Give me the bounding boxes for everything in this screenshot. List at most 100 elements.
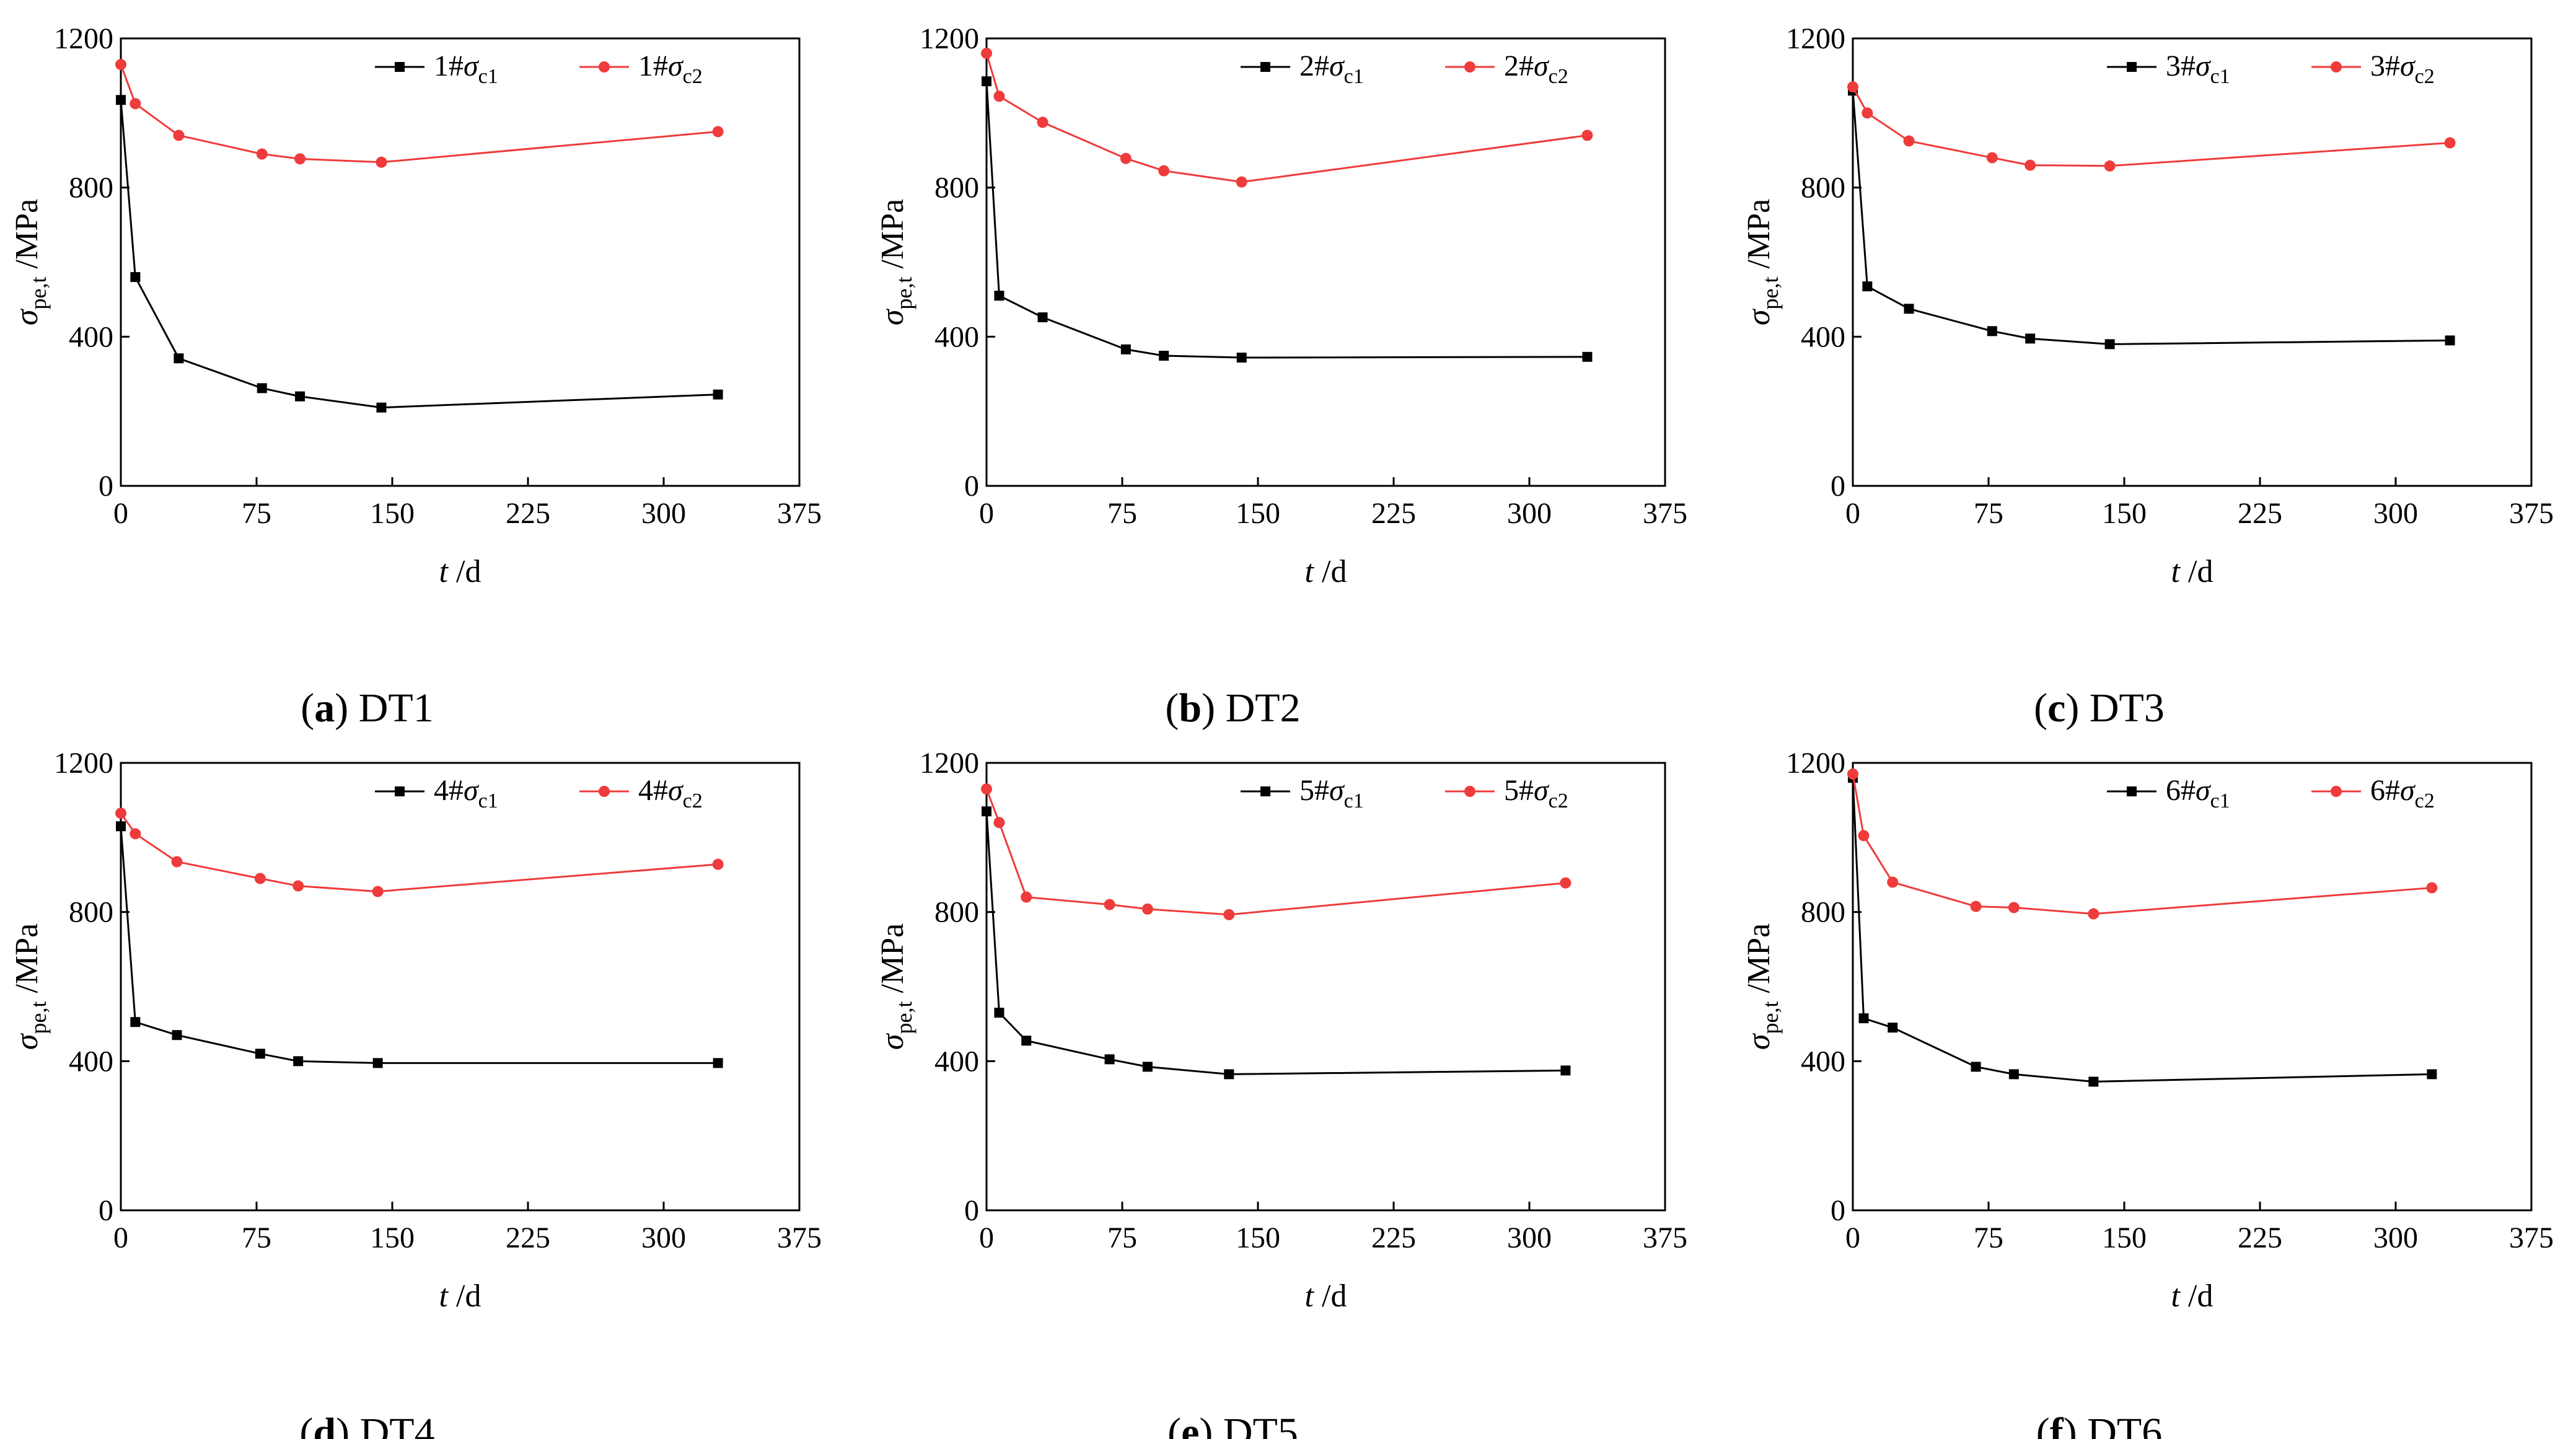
y-axis-label: σpe,t /MPa [1741,199,1783,325]
data-point-c2 [2024,159,2036,171]
data-point-c1 [2008,1069,2019,1080]
x-tick-label: 150 [370,497,415,530]
panel-caption: (a) DT1 [301,685,433,731]
legend-marker [395,786,405,796]
x-tick-label: 150 [2102,497,2147,530]
plot-frame [1852,762,2533,1212]
data-point-c1 [982,806,991,817]
x-tick-label: 225 [506,1221,550,1254]
x-tick-label: 75 [1974,1221,2003,1254]
x-tick-label: 225 [1371,1221,1416,1254]
x-axis-label: t /d [2171,1278,2213,1314]
data-point-c2 [171,856,183,868]
data-point-c2 [1223,909,1235,920]
data-point-c2 [1037,117,1048,128]
y-tick-label: 400 [1801,1045,1845,1078]
legend-marker [1464,786,1475,797]
legend-entry-c2: 1#σc2 [638,50,703,88]
data-point-c1 [130,272,141,283]
x-tick-label: 150 [370,1221,415,1254]
chart-panel-e: 0 75 150 225 300 375 0 400 800 1200 t /d σpe,t /MPa… [875,747,1687,1439]
x-tick-label: 0 [979,1221,994,1254]
data-point-c1 [293,1056,304,1067]
x-tick-label: 375 [777,1221,822,1254]
series-line-c1 [120,100,718,409]
x-tick-label: 150 [1236,1221,1280,1254]
data-point-c2 [130,828,141,840]
data-point-c2 [1236,176,1247,188]
legend-marker [2127,786,2137,796]
y-tick-label: 800 [1801,172,1845,205]
data-point-c1 [130,1017,141,1028]
data-point-c2 [2104,160,2116,172]
data-point-c2 [1104,899,1115,910]
data-point-c1 [1987,326,1997,337]
panel-caption: (c) DT3 [2034,685,2165,731]
y-tick-label: 800 [1801,896,1845,929]
data-point-c1 [2427,1069,2437,1080]
x-tick-label: 75 [1107,497,1137,530]
y-axis-label: σpe,t /MPa [9,199,51,325]
y-tick-label: 400 [69,1045,113,1078]
data-point-c1 [713,1058,723,1068]
series-line-c1 [985,811,1566,1075]
data-point-c1 [295,391,306,402]
legend-entry-c1: 6#σc1 [2166,774,2230,812]
y-tick-label: 0 [99,1194,113,1227]
x-tick-label: 75 [1974,497,2003,530]
y-tick-label: 800 [934,896,979,929]
data-point-c1 [1104,1054,1115,1065]
y-tick-label: 400 [934,1045,979,1078]
legend-marker [2127,62,2137,72]
data-point-c1 [2445,335,2455,346]
panel-caption: (d) DT4 [299,1410,434,1439]
series-line-c1 [985,81,1588,359]
y-tick-label: 1200 [920,747,979,780]
series-line-c2 [985,53,1588,183]
panel-caption: (b) DT2 [1165,685,1300,731]
x-tick-label: 300 [1507,1221,1552,1254]
data-point-c1 [376,402,387,413]
x-tick-label: 375 [1643,1221,1687,1254]
chart-panel-a: 0 75 150 225 300 375 0 400 800 1200 t /d σpe,t /MPa… [9,22,822,731]
data-point-c2 [1862,107,1873,119]
y-axis-label: σpe,t /MPa [9,923,51,1050]
chart-panel-b: 0 75 150 225 300 375 0 400 800 1200 t /d σpe,t /MPa… [875,22,1687,731]
y-tick-label: 800 [934,172,979,205]
plot-frame [985,37,1666,487]
data-point-c1 [1888,1023,1898,1033]
data-point-c1 [1582,351,1593,362]
x-tick-label: 75 [242,497,271,530]
data-point-c2 [2008,902,2020,913]
data-point-c2 [712,126,724,138]
series-line-c2 [1852,86,2450,167]
data-point-c1 [1224,1069,1234,1080]
x-tick-label: 375 [1643,497,1687,530]
data-point-c1 [982,76,991,87]
series-line-c2 [985,788,1566,916]
data-point-c2 [1581,130,1593,141]
data-point-c2 [173,130,185,141]
data-point-c1 [1236,353,1247,363]
x-tick-label: 0 [979,497,994,530]
y-tick-label: 400 [69,320,113,353]
series-line-c2 [1852,773,2432,915]
plot-frame [985,762,1666,1212]
legend-entry-c2: 3#σc2 [2370,50,2435,88]
data-point-c1 [994,291,1004,301]
data-point-c1 [174,353,184,364]
panel-caption: (f) DT6 [2036,1410,2162,1439]
data-point-c2 [1141,903,1153,915]
y-tick-label: 0 [964,470,979,503]
data-point-c2 [372,886,384,897]
x-tick-label: 225 [506,497,550,530]
x-tick-label: 300 [1507,497,1552,530]
data-point-c2 [2088,908,2099,920]
x-axis-label: t /d [439,554,481,589]
data-point-c2 [2444,137,2456,149]
data-point-c1 [2088,1076,2099,1087]
x-tick-label: 225 [2238,497,2282,530]
x-tick-label: 75 [1107,1221,1137,1254]
data-point-c2 [993,817,1005,829]
